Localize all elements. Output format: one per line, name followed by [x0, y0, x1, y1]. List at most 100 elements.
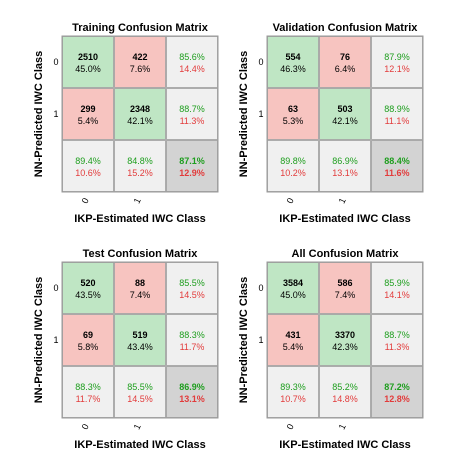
cell-value: 88.7%: [384, 330, 410, 340]
x-axis-label: IKP-Estimated IWC Class: [279, 439, 410, 451]
cell-value: 88.3%: [75, 382, 101, 392]
overall-accuracy-cell: [371, 140, 423, 192]
overall-accuracy-cell: [166, 140, 218, 192]
summary-cell: [166, 262, 218, 314]
cell-value: 89.8%: [280, 156, 306, 166]
summary-cell: [166, 88, 218, 140]
cell-percent: 7.4%: [335, 290, 356, 300]
correct-cell: [267, 262, 319, 314]
cell-value: 3584: [283, 278, 303, 288]
cell-percent: 5.8%: [78, 342, 99, 352]
cell-percent: 45.0%: [280, 290, 306, 300]
cell-percent: 45.0%: [75, 64, 101, 74]
cell-value: 85.5%: [127, 382, 153, 392]
cell-value: 88.9%: [384, 104, 410, 114]
confusion-matrix-panel: 520 43.5% 88 7.4% 85.5% 14.5% 69 5.8% 519 43.4% 88…: [33, 248, 219, 451]
cell-value: 89.4%: [75, 156, 101, 166]
x-tick-label: 0: [80, 196, 91, 205]
cell-percent: 14.8%: [332, 394, 358, 404]
cell-percent: 42.1%: [127, 116, 153, 126]
cell-value: 88.3%: [179, 330, 205, 340]
cell-value: 85.6%: [179, 52, 205, 62]
y-tick-label: 0: [53, 283, 58, 293]
incorrect-cell: [267, 314, 319, 366]
y-axis-label: NN-Predicted IWC Class: [33, 51, 45, 178]
overall-accuracy-cell: [166, 366, 218, 418]
cell-value: 3370: [335, 330, 355, 340]
cell-value: 85.2%: [332, 382, 358, 392]
correct-cell: [267, 36, 319, 88]
x-tick-label: 1: [337, 422, 348, 431]
summary-cell: [371, 314, 423, 366]
incorrect-cell: [114, 262, 166, 314]
incorrect-cell: [319, 36, 371, 88]
y-axis-label: NN-Predicted IWC Class: [238, 51, 250, 178]
cell-value: 519: [132, 330, 147, 340]
chart-title: Validation Confusion Matrix: [273, 22, 419, 34]
summary-cell: [319, 366, 371, 418]
cell-percent: 14.4%: [179, 64, 205, 74]
cell-percent: 42.3%: [332, 342, 358, 352]
correct-cell: [62, 36, 114, 88]
cell-value: 422: [132, 52, 147, 62]
cell-percent: 12.8%: [384, 394, 410, 404]
cell-percent: 11.1%: [385, 116, 410, 126]
confusion-matrix-panel: 2510 45.0% 422 7.6% 85.6% 14.4% 299 5.4% 2348 42.…: [33, 22, 219, 225]
cell-value: 586: [337, 278, 352, 288]
cell-percent: 14.5%: [179, 290, 205, 300]
x-tick-label: 1: [337, 196, 348, 205]
cell-value: 86.9%: [179, 382, 205, 392]
cell-value: 87.9%: [384, 52, 410, 62]
confusion-matrix-panel: 554 46.3% 76 6.4% 87.9% 12.1% 63 5.3% 503 42.1% 88…: [238, 22, 424, 225]
summary-cell: [62, 140, 114, 192]
cell-percent: 7.6%: [130, 64, 151, 74]
x-tick-label: 0: [285, 196, 296, 205]
cell-percent: 5.4%: [78, 116, 99, 126]
cell-percent: 11.6%: [384, 168, 409, 178]
incorrect-cell: [267, 88, 319, 140]
summary-cell: [371, 262, 423, 314]
y-tick-label: 0: [53, 57, 58, 67]
cell-percent: 7.4%: [130, 290, 151, 300]
x-tick-label: 0: [285, 422, 296, 431]
cell-value: 88.7%: [179, 104, 205, 114]
cell-value: 2510: [78, 52, 98, 62]
summary-cell: [166, 314, 218, 366]
x-axis-label: IKP-Estimated IWC Class: [74, 439, 205, 451]
summary-cell: [166, 36, 218, 88]
cell-value: 87.2%: [384, 382, 410, 392]
cell-percent: 46.3%: [280, 64, 306, 74]
incorrect-cell: [62, 314, 114, 366]
cell-value: 88.4%: [384, 156, 410, 166]
x-axis-label: IKP-Estimated IWC Class: [74, 213, 205, 225]
cell-value: 76: [340, 52, 350, 62]
y-axis-label: NN-Predicted IWC Class: [33, 277, 45, 404]
summary-cell: [114, 140, 166, 192]
cell-percent: 11.7%: [76, 394, 101, 404]
summary-cell: [62, 366, 114, 418]
cell-percent: 14.5%: [127, 394, 153, 404]
x-tick-label: 1: [132, 196, 143, 205]
correct-cell: [114, 88, 166, 140]
summary-cell: [267, 140, 319, 192]
correct-cell: [319, 88, 371, 140]
cell-percent: 15.2%: [127, 168, 153, 178]
cell-percent: 12.9%: [179, 168, 205, 178]
cell-percent: 11.7%: [180, 342, 205, 352]
y-tick-label: 0: [258, 57, 263, 67]
x-tick-label: 0: [80, 422, 91, 431]
cell-value: 63: [288, 104, 298, 114]
cell-value: 87.1%: [179, 156, 205, 166]
x-axis-label: IKP-Estimated IWC Class: [279, 213, 410, 225]
cell-value: 69: [83, 330, 93, 340]
y-axis-label: NN-Predicted IWC Class: [238, 277, 250, 404]
chart-title: Test Confusion Matrix: [83, 248, 199, 260]
cell-value: 520: [80, 278, 95, 288]
cell-percent: 10.2%: [280, 168, 306, 178]
cell-value: 86.9%: [332, 156, 358, 166]
chart-title: All Confusion Matrix: [292, 248, 400, 260]
y-tick-label: 1: [53, 335, 58, 345]
y-tick-label: 1: [258, 109, 263, 119]
y-tick-label: 1: [53, 109, 58, 119]
